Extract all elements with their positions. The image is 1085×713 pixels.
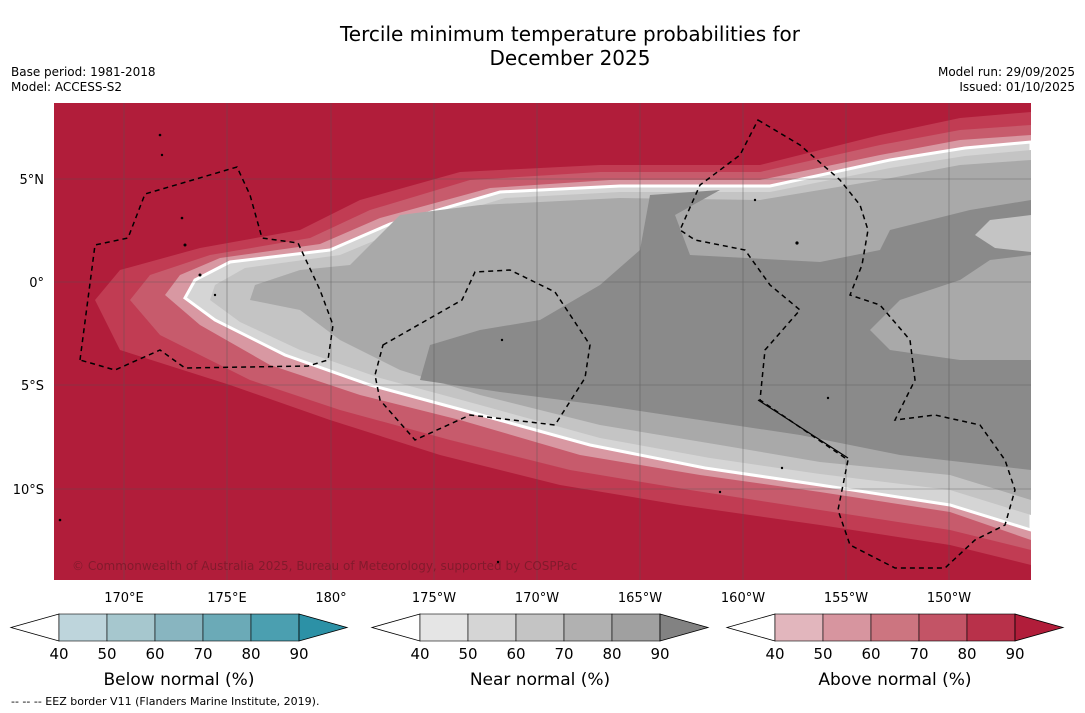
- lon-labels: 170°E 175°E 180° 175°W 170°W 165°W 160°W…: [104, 591, 971, 606]
- above-colorbar-tick: 90: [1005, 645, 1024, 663]
- lon-label-165w: 165°W: [618, 591, 662, 606]
- above-colorbar-segment: [918, 613, 968, 642]
- eez-border-kiribati-gilbert: [79, 166, 334, 371]
- below-colorbar-tick: 70: [193, 645, 212, 663]
- below-colorbar-max-extend: [298, 613, 349, 642]
- below-colorbar-tick: 80: [241, 645, 260, 663]
- above-colorbar-tick: 80: [957, 645, 976, 663]
- near-colorbar-tick: 40: [410, 645, 429, 663]
- island-dot: [158, 133, 162, 137]
- below-colorbar-segment: [250, 613, 300, 642]
- near-normal-70-pocket: [870, 255, 1031, 360]
- title-line-1: Tercile minimum temperature probabilitie…: [339, 22, 801, 46]
- island-dot: [500, 338, 504, 342]
- near-colorbar-tick: 50: [458, 645, 477, 663]
- island-dot: [826, 396, 830, 400]
- lat-label-5s: 5°S: [21, 379, 44, 394]
- below-colorbar-segment: [202, 613, 252, 642]
- island-dot: [780, 466, 784, 470]
- near-colorbar-segment: [563, 613, 613, 642]
- chart-title: Tercile minimum temperature probabilitie…: [0, 22, 1085, 70]
- below-colorbar-tick: 60: [145, 645, 164, 663]
- island-dot: [795, 241, 799, 245]
- near-colorbar-tick: 70: [554, 645, 573, 663]
- lat-label-5n: 5°N: [20, 173, 45, 188]
- eez-borders: [79, 118, 1016, 569]
- lon-label-180: 180°: [315, 591, 346, 606]
- near-colorbar-segment: [611, 613, 661, 642]
- lon-label-155w: 155°W: [824, 591, 868, 606]
- below-colorbar-segment: [154, 613, 204, 642]
- island-dot: [213, 293, 217, 297]
- below-colorbar-segment: [58, 613, 108, 642]
- below-colorbar-tick: 50: [97, 645, 116, 663]
- above-colorbar-min-extend: [725, 613, 776, 642]
- eez-border-phoenix: [374, 269, 591, 441]
- issued-date: Issued: 01/10/2025: [959, 80, 1075, 94]
- above-colorbar-tick: 40: [765, 645, 784, 663]
- base-period: Base period: 1981-2018: [11, 65, 156, 79]
- near-colorbar-label: Near normal (%): [470, 670, 610, 690]
- below-colorbar-min-extend: [9, 613, 60, 642]
- map-area: © Commonwealth of Australia 2025, Bureau…: [54, 103, 1033, 580]
- islands: [58, 133, 830, 564]
- island-dot: [496, 560, 500, 564]
- island-dot: [718, 490, 722, 494]
- above-colorbar-segment: [870, 613, 920, 642]
- near-colorbar-tick: 80: [602, 645, 621, 663]
- near-colorbar-segment: [419, 613, 469, 642]
- near-colorbar-segment: [467, 613, 517, 642]
- near-colorbar-min-extend: [370, 613, 421, 642]
- above-colorbar-segment: [966, 613, 1016, 642]
- island-dot: [183, 243, 187, 247]
- near-colorbar-max-extend: [659, 613, 710, 642]
- meta-left: Base period: 1981-2018 Model: ACCESS-S2: [11, 65, 156, 95]
- eez-border-line-islands-north: [679, 118, 1016, 569]
- below-colorbar-tick: 90: [289, 645, 308, 663]
- near-normal-60-pocket: [975, 215, 1031, 252]
- lon-label-175w: 175°W: [412, 591, 456, 606]
- lat-labels: 5°N 0° 5°S 10°S: [13, 173, 44, 498]
- model-run: Model run: 29/09/2025: [937, 65, 1075, 79]
- below-colorbar-segment: [106, 613, 156, 642]
- island-dot: [753, 198, 757, 202]
- above-colorbar-tick: 60: [861, 645, 880, 663]
- below-colorbar-label: Below normal (%): [104, 670, 255, 690]
- island-dot: [198, 273, 202, 277]
- near-colorbar-segment: [515, 613, 565, 642]
- island-dot: [180, 216, 184, 220]
- colorbar-near-normal: 40 50 60 70 80 90 Near normal (%): [370, 613, 710, 690]
- eez-footnote: -- -- -- EEZ border V11 (Flanders Marine…: [11, 695, 320, 708]
- colorbar-above-normal: 40 50 60 70 80 90 Above normal (%): [725, 613, 1065, 690]
- gridlines: [54, 103, 1031, 580]
- lon-label-175e: 175°E: [207, 591, 247, 606]
- eez-border-line-islands-south: [757, 399, 849, 459]
- above-colorbar-label: Above normal (%): [818, 670, 971, 690]
- lat-label-10s: 10°S: [13, 483, 44, 498]
- above-colorbar-tick: 50: [813, 645, 832, 663]
- lat-label-0: 0°: [29, 276, 44, 291]
- above-colorbar-tick: 70: [909, 645, 928, 663]
- copyright-notice: © Commonwealth of Australia 2025, Bureau…: [72, 559, 577, 573]
- above-colorbar-segment: [774, 613, 824, 642]
- island-dot: [160, 153, 164, 157]
- near-colorbar-tick: 60: [506, 645, 525, 663]
- below-colorbar-tick: 40: [49, 645, 68, 663]
- model-name: Model: ACCESS-S2: [11, 80, 123, 94]
- above-colorbar-segment: [822, 613, 872, 642]
- title-line-2: December 2025: [489, 46, 651, 70]
- near-colorbar-tick: 90: [650, 645, 669, 663]
- lon-label-170e: 170°E: [104, 591, 144, 606]
- lon-label-160w: 160°W: [721, 591, 765, 606]
- near-normal-80-region: [420, 190, 1031, 470]
- colorbar-below-normal: 40 50 60 70 80 90 Below normal (%): [9, 613, 349, 690]
- island-dot: [58, 518, 62, 522]
- above-colorbar-max-extend: [1014, 613, 1065, 642]
- lon-label-170w: 170°W: [515, 591, 559, 606]
- meta-right: Model run: 29/09/2025 Issued: 01/10/2025: [938, 65, 1075, 95]
- lon-label-150w: 150°W: [927, 591, 971, 606]
